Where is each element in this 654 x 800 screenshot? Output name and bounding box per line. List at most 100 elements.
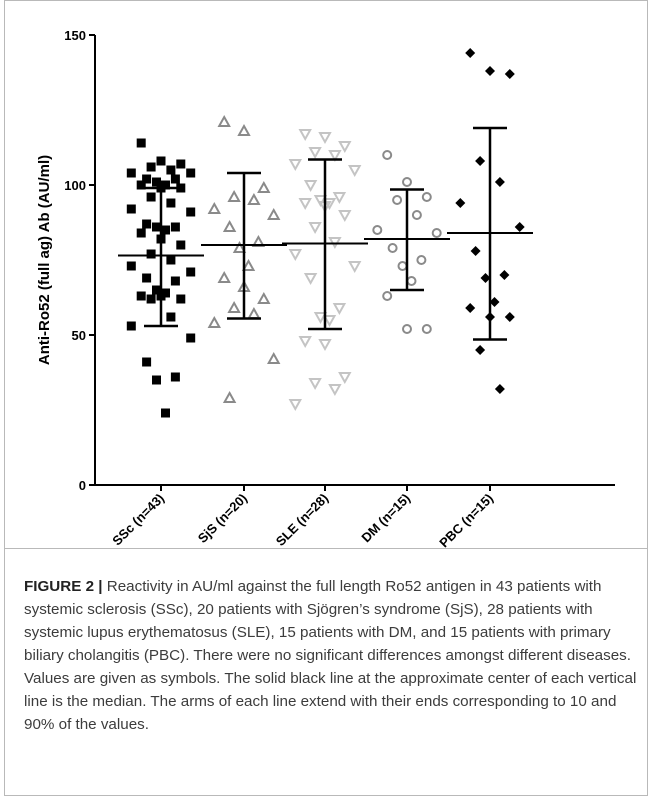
data-point	[186, 333, 196, 343]
data-point	[217, 114, 231, 127]
data-point	[126, 321, 136, 331]
data-point	[494, 177, 505, 187]
data-point	[136, 228, 146, 238]
data-point	[308, 147, 322, 160]
data-point	[470, 246, 481, 256]
data-point	[142, 174, 152, 184]
error-bar-1	[118, 186, 204, 328]
data-point	[480, 273, 491, 283]
data-point	[207, 201, 221, 214]
data-point	[382, 150, 393, 160]
data-point	[161, 408, 170, 418]
data-point	[176, 183, 186, 193]
data-point	[222, 390, 237, 403]
data-point	[308, 378, 322, 391]
y-tick-label: 0	[79, 478, 86, 493]
data-point	[406, 276, 417, 286]
data-point	[232, 240, 247, 253]
data-point	[313, 312, 328, 325]
data-point	[152, 177, 161, 187]
data-point	[303, 180, 318, 193]
data-point	[170, 222, 180, 232]
data-point	[465, 303, 476, 313]
x-tick-label: PBC (n=15)	[436, 491, 496, 548]
data-point	[332, 192, 347, 205]
data-point	[170, 174, 180, 184]
x-tick-label: SLE (n=28)	[273, 491, 331, 548]
data-point	[217, 270, 231, 283]
data-point	[166, 165, 176, 175]
chart-marks	[126, 48, 525, 418]
data-point	[166, 312, 176, 322]
data-point	[455, 198, 466, 208]
error-bar-4	[364, 188, 450, 292]
data-point	[465, 48, 476, 58]
data-point	[142, 273, 152, 283]
data-point	[332, 303, 347, 316]
data-point	[267, 351, 281, 364]
data-point	[288, 159, 302, 172]
caption-separator	[5, 548, 648, 549]
data-point	[146, 162, 156, 172]
data-point	[303, 273, 318, 286]
data-point	[186, 207, 196, 217]
data-point	[338, 210, 352, 223]
chart: 0 50 100 150 SSc (n=43) SjS (n=20) SLE (n=28) D…	[36, 28, 615, 548]
data-point	[152, 375, 161, 385]
chart-axes: 0 50 100 150 SSc (n=43) SjS (n=20) SLE (n=28) D…	[64, 28, 615, 548]
data-point	[170, 372, 180, 382]
data-point	[227, 300, 241, 313]
data-point	[152, 222, 161, 232]
error-bar-3	[282, 158, 368, 331]
data-point	[142, 219, 152, 229]
series-5	[455, 48, 525, 394]
data-point	[247, 306, 261, 319]
data-point	[421, 192, 432, 202]
data-point	[257, 180, 271, 193]
data-point	[257, 291, 271, 304]
data-point	[328, 384, 342, 397]
data-point	[298, 336, 312, 349]
data-point	[207, 315, 221, 328]
series-4	[372, 150, 442, 334]
data-point	[237, 123, 251, 136]
data-point	[338, 372, 352, 385]
chart-error-bars	[118, 126, 533, 341]
data-point	[176, 240, 186, 250]
data-point	[402, 177, 412, 187]
data-point	[186, 168, 196, 178]
data-point	[313, 195, 328, 208]
data-point	[348, 261, 362, 274]
data-point	[161, 225, 170, 235]
data-point	[222, 219, 237, 232]
data-point	[421, 324, 432, 334]
data-point	[126, 168, 136, 178]
data-point	[431, 228, 442, 238]
data-point	[308, 222, 322, 235]
y-axis-label: Anti-Ro52 (full ag) Ab (AU/ml)	[36, 155, 53, 365]
data-point	[318, 132, 332, 145]
error-bar-2	[201, 171, 287, 320]
data-point	[126, 204, 136, 214]
data-point	[126, 261, 136, 271]
data-point	[514, 222, 525, 232]
caption-text: Reactivity in AU/ml against the full len…	[24, 578, 637, 733]
data-point	[322, 198, 337, 211]
data-point	[288, 399, 302, 412]
data-point	[411, 210, 422, 220]
x-tick-label: SjS (n=20)	[195, 491, 250, 546]
data-point	[372, 225, 383, 235]
data-point	[166, 198, 176, 208]
data-point	[142, 357, 152, 367]
data-point	[170, 276, 180, 286]
data-point	[504, 312, 515, 322]
data-point	[267, 207, 281, 220]
data-point	[485, 66, 495, 76]
data-point	[136, 291, 146, 301]
data-point	[489, 297, 500, 307]
data-point	[241, 258, 256, 271]
y-tick-label: 100	[64, 178, 86, 193]
data-point	[156, 156, 166, 166]
error-bar-5	[447, 126, 533, 341]
data-point	[397, 261, 408, 271]
